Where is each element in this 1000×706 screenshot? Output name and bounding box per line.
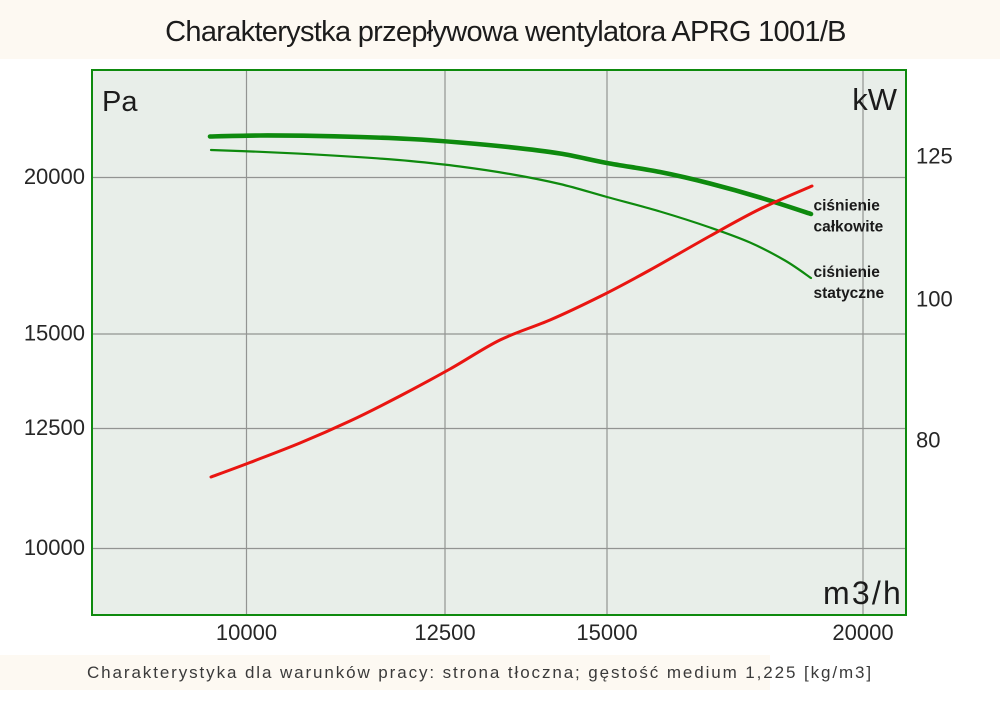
- svg-text:80: 80: [916, 428, 940, 453]
- svg-text:20000: 20000: [832, 620, 893, 645]
- svg-text:10000: 10000: [216, 620, 277, 645]
- svg-text:statyczne: statyczne: [814, 285, 885, 302]
- svg-text:m3/h: m3/h: [823, 575, 903, 611]
- svg-text:ciśnienie: ciśnienie: [814, 198, 881, 215]
- svg-text:kW: kW: [852, 82, 898, 117]
- svg-text:12500: 12500: [24, 415, 85, 440]
- svg-text:10000: 10000: [24, 535, 85, 560]
- svg-text:100: 100: [916, 287, 953, 312]
- svg-text:20000: 20000: [24, 164, 85, 189]
- svg-text:12500: 12500: [414, 620, 475, 645]
- svg-text:Pa: Pa: [102, 86, 138, 118]
- svg-text:całkowite: całkowite: [814, 219, 884, 236]
- svg-text:Charakterystyka dla warunków p: Charakterystyka dla warunków pracy: stro…: [87, 663, 873, 682]
- svg-text:15000: 15000: [24, 321, 85, 346]
- svg-text:Charakterystka przepływowa wen: Charakterystka przepływowa wentylatora A…: [165, 16, 846, 48]
- svg-text:ciśnienie: ciśnienie: [814, 264, 881, 281]
- svg-text:125: 125: [916, 144, 953, 169]
- svg-text:15000: 15000: [576, 620, 637, 645]
